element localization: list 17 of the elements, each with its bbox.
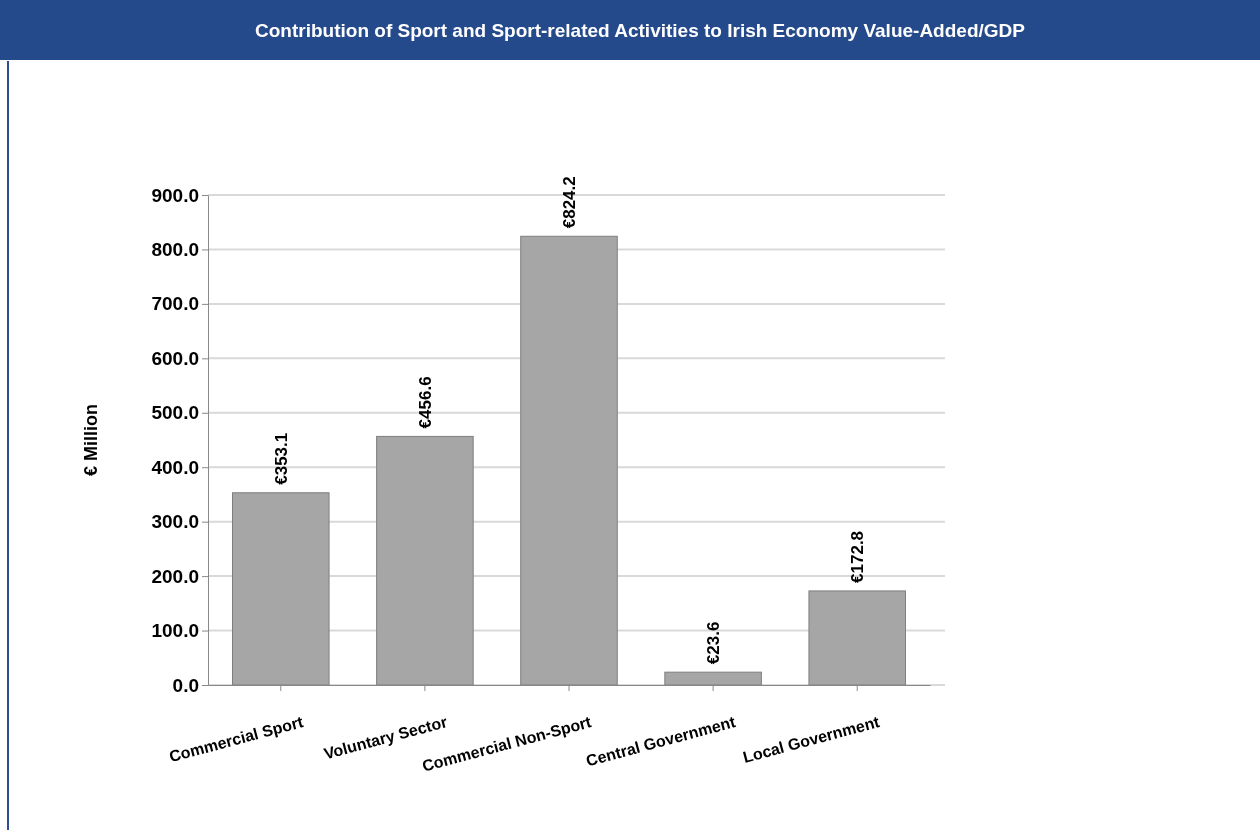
data-label: €353.1 [271, 432, 291, 485]
y-tick-label: 0.0 [172, 674, 199, 696]
y-tick-label: 200.0 [151, 565, 199, 587]
y-tick-label: 400.0 [151, 456, 199, 478]
y-tick-label: 300.0 [151, 511, 199, 533]
chart-title: Contribution of Sport and Sport-related Activities to Irish Economy Value-Added/GDP [255, 20, 1026, 41]
y-tick-label: 600.0 [151, 347, 199, 369]
data-label: €172.8 [848, 530, 868, 583]
y-tick-label: 100.0 [151, 620, 199, 642]
y-tick-label: 500.0 [151, 402, 199, 424]
y-tick-label: 700.0 [151, 293, 199, 315]
data-label: €824.2 [560, 176, 579, 229]
y-tick-label: 900.0 [151, 184, 199, 206]
y-tick-label: 800.0 [151, 239, 199, 261]
y-axis-title: € Million [81, 404, 101, 476]
data-label: €456.6 [415, 376, 435, 429]
data-label: €23.6 [704, 621, 724, 665]
